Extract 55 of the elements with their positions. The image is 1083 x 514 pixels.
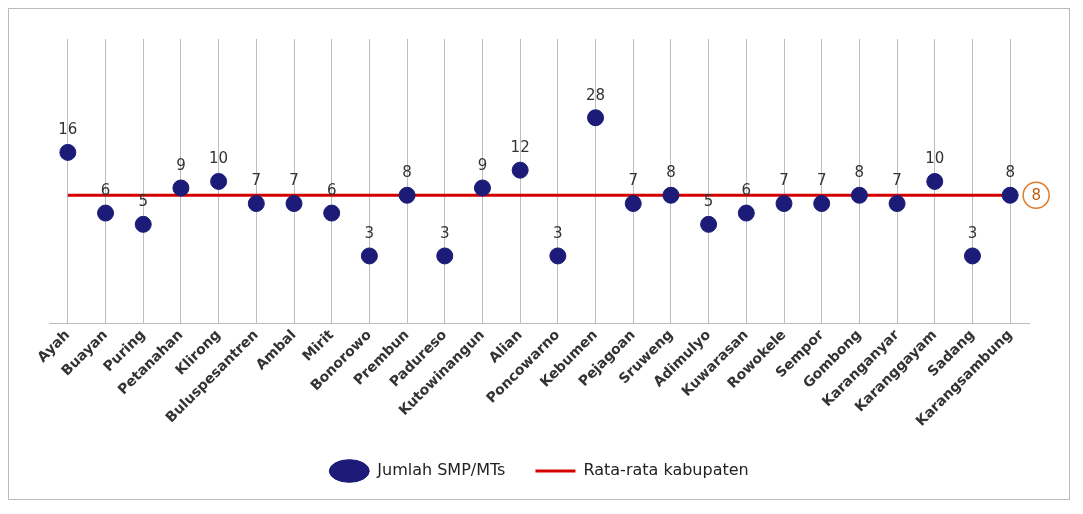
data-label: 10	[925, 149, 945, 168]
data-label: 6	[326, 180, 337, 199]
point	[398, 186, 416, 204]
data-label: 16	[58, 120, 78, 139]
data-label: 5	[703, 192, 714, 211]
point	[473, 179, 491, 197]
point	[850, 186, 868, 204]
data-label: 3	[967, 223, 978, 242]
point	[360, 247, 378, 265]
data-label: 6	[741, 180, 752, 199]
point	[813, 195, 831, 213]
point	[926, 172, 944, 190]
point	[59, 143, 77, 161]
point	[511, 161, 529, 179]
point	[662, 186, 680, 204]
data-label: 8	[402, 163, 412, 182]
data-label: 8	[666, 163, 676, 182]
data-label: 28	[585, 85, 606, 104]
point	[97, 204, 115, 222]
data-label: 7	[816, 171, 827, 190]
data-label: 6	[100, 180, 111, 199]
point	[963, 247, 981, 265]
point	[210, 172, 228, 190]
point	[737, 204, 755, 222]
data-label: 7	[251, 171, 262, 190]
point	[624, 195, 642, 213]
legend-label: Jumlah SMP/MTs	[376, 460, 506, 480]
point	[775, 195, 793, 213]
point	[134, 215, 152, 233]
data-label: 9	[176, 155, 186, 174]
data-label: 7	[289, 171, 299, 190]
data-label: 12	[510, 138, 530, 157]
data-label: 5	[138, 192, 148, 211]
data-label: 7	[892, 171, 902, 190]
annotation: 8	[1031, 186, 1041, 205]
point	[587, 109, 605, 127]
point	[549, 247, 567, 265]
data-label: 7	[779, 171, 789, 190]
point	[285, 195, 303, 213]
data-label: 9	[477, 155, 488, 174]
data-label: 7	[628, 171, 638, 190]
data-label: 10	[209, 149, 229, 168]
data-label: 3	[440, 223, 450, 242]
data-label: 8	[1005, 163, 1015, 182]
point	[323, 204, 341, 222]
point	[436, 247, 454, 265]
data-label: 3	[553, 223, 563, 242]
point	[247, 195, 265, 213]
point	[700, 215, 718, 233]
point	[888, 195, 906, 213]
data-label: 8	[854, 163, 865, 182]
legend-label: Rata-rata kabupaten	[583, 460, 749, 480]
point	[1001, 186, 1019, 204]
point	[172, 179, 190, 197]
data-label: 3	[364, 223, 375, 242]
